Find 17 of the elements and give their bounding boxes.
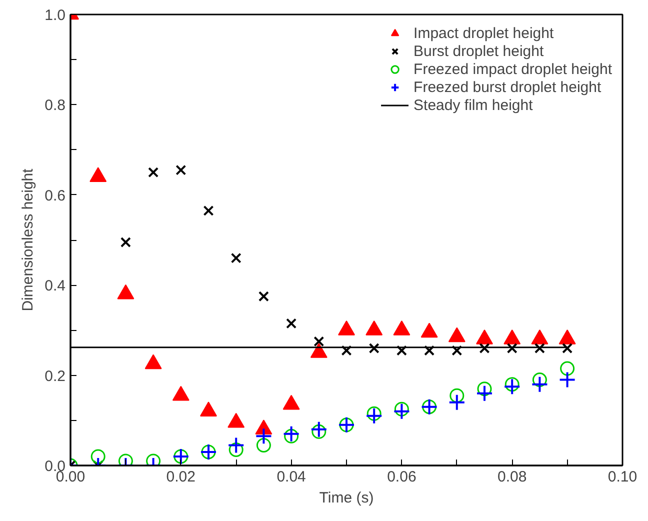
x-axis-title: Time (s) — [319, 490, 374, 506]
y-tick-label: 0.6 — [44, 187, 66, 204]
x-tick-label: 0.10 — [608, 468, 638, 486]
x-tick-label: 0.06 — [387, 468, 416, 486]
y-tick-label: 1.0 — [44, 7, 66, 24]
x-tick-label: 0.02 — [166, 468, 196, 486]
y-axis-title: Dimensionless height — [20, 168, 37, 312]
legend-label: Impact droplet height — [414, 24, 554, 42]
y-tick-label: 0.4 — [44, 278, 66, 295]
legend-label: Burst droplet height — [414, 42, 544, 60]
legend-label: Freezed impact droplet height — [414, 60, 612, 78]
y-tick-label: 0.2 — [44, 368, 66, 385]
x-tick-label: 0.04 — [276, 468, 306, 486]
x-tick-label: 0.08 — [498, 468, 527, 486]
legend-label: Steady film height — [414, 96, 533, 114]
y-tick-label: 0.8 — [44, 97, 66, 114]
legend-label: Freezed burst droplet height — [414, 78, 602, 96]
